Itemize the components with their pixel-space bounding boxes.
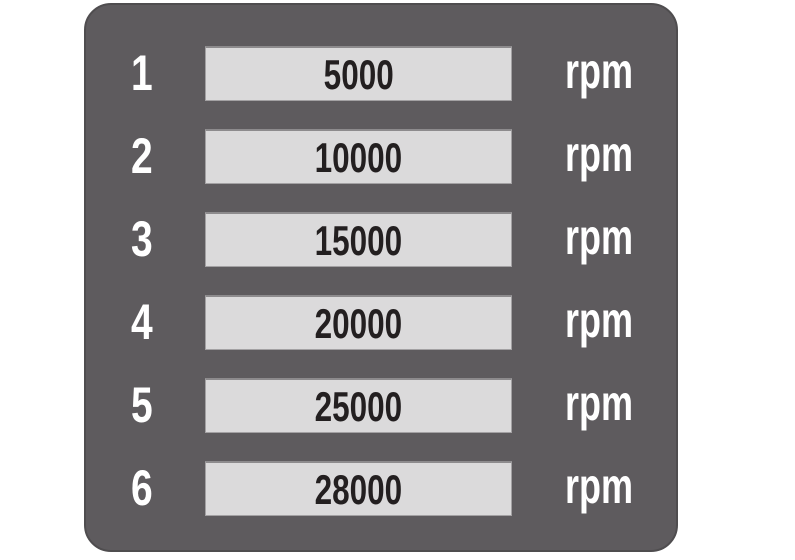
- rpm-value: 5000: [323, 51, 394, 98]
- speed-settings-panel: 1 5000 rpm 2 10000 rpm 3 15000 rpm 4 200…: [84, 3, 678, 552]
- speed-row-4: 4 20000 rpm: [86, 295, 676, 350]
- rpm-value: 15000: [314, 217, 403, 264]
- speed-row-3: 3 15000 rpm: [86, 212, 676, 267]
- rpm-value: 10000: [314, 134, 403, 181]
- speed-row-1: 1 5000 rpm: [86, 46, 676, 101]
- speed-level-number: 1: [131, 45, 153, 101]
- rpm-unit-label: rpm: [565, 125, 634, 182]
- speed-level-number: 4: [131, 294, 153, 350]
- speed-row-2: 2 10000 rpm: [86, 129, 676, 184]
- rpm-unit-label: rpm: [565, 457, 634, 514]
- speed-row-5: 5 25000 rpm: [86, 378, 676, 433]
- rpm-value-box: 5000: [205, 46, 512, 101]
- rpm-unit-label: rpm: [565, 208, 634, 265]
- rpm-value: 25000: [314, 383, 403, 430]
- rpm-unit-label: rpm: [565, 291, 634, 348]
- speed-level-number: 5: [131, 377, 153, 433]
- speed-level-number: 3: [131, 211, 153, 267]
- rpm-value-box: 28000: [205, 461, 512, 516]
- rpm-value: 28000: [314, 466, 403, 513]
- rpm-unit-label: rpm: [565, 374, 634, 431]
- rpm-value-box: 25000: [205, 378, 512, 433]
- speed-row-6: 6 28000 rpm: [86, 461, 676, 516]
- rpm-value-box: 20000: [205, 295, 512, 350]
- rpm-value: 20000: [314, 300, 403, 347]
- rpm-unit-label: rpm: [565, 42, 634, 99]
- speed-level-number: 6: [131, 460, 153, 516]
- rpm-value-box: 10000: [205, 129, 512, 184]
- rpm-value-box: 15000: [205, 212, 512, 267]
- speed-level-number: 2: [131, 128, 153, 184]
